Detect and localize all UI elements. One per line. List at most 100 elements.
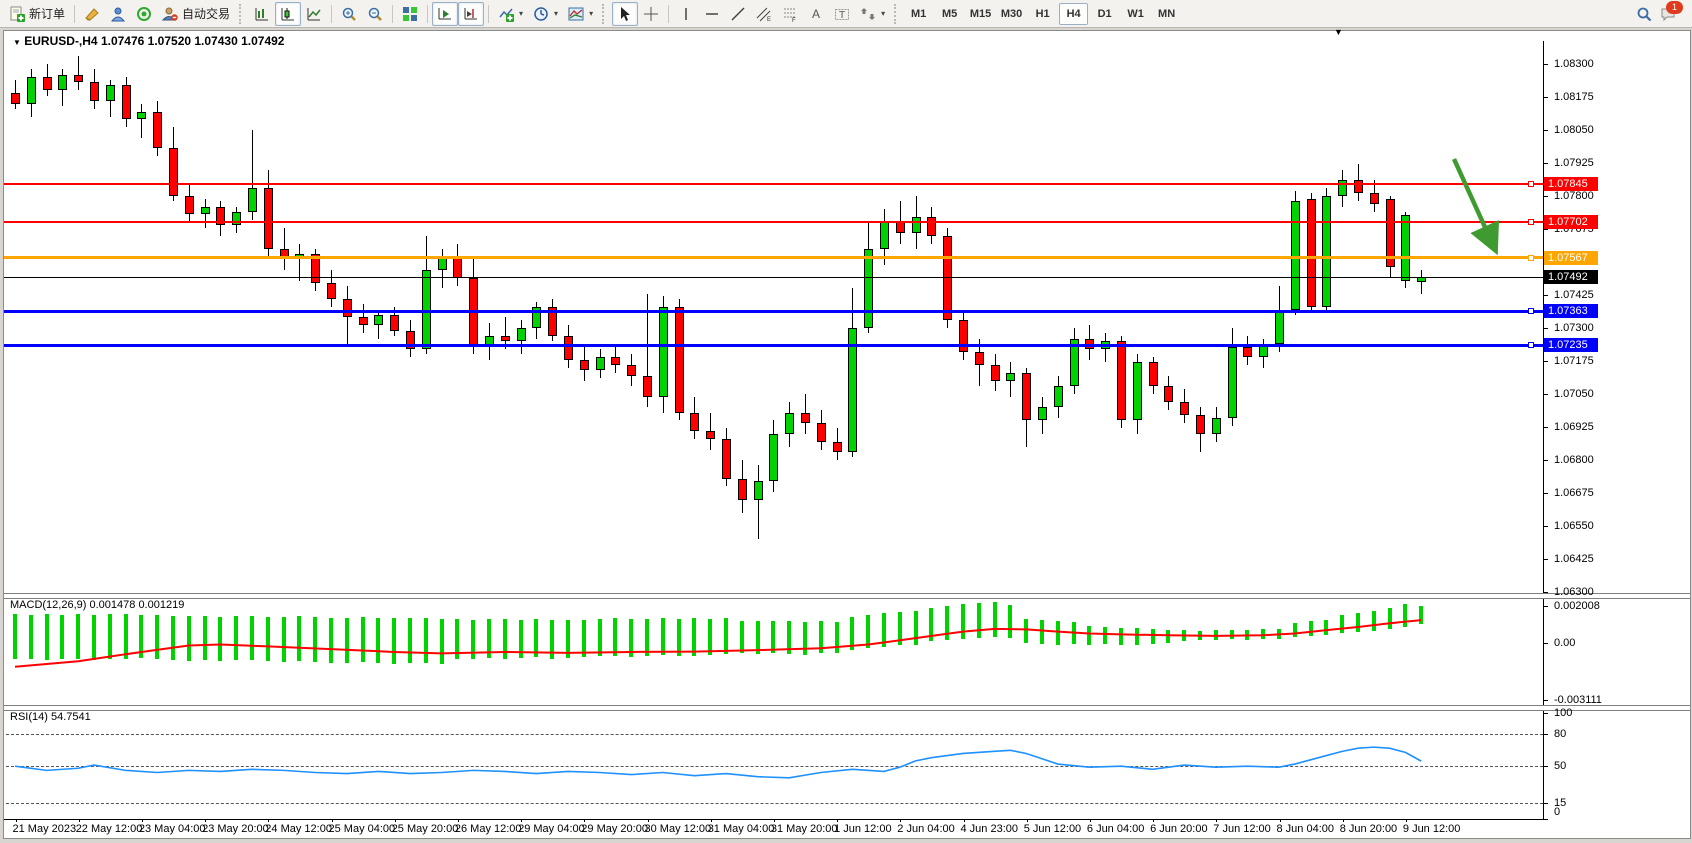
tf-d1-button[interactable]: D1 [1097, 7, 1112, 20]
macd-histogram-bar [629, 619, 634, 657]
candle [548, 306, 558, 336]
zoom-in-button[interactable] [336, 2, 362, 26]
horizontal-level-line[interactable] [4, 220, 1543, 223]
rsi-axis-label: 15 [1554, 797, 1567, 810]
trader-profile-button[interactable] [105, 2, 131, 26]
candle [58, 74, 68, 91]
tf-mn-button[interactable]: MN [1158, 7, 1176, 20]
macd-histogram-bar [171, 615, 175, 661]
chart-window[interactable]: ▼ EURUSD-,H4 1.07476 1.07520 1.07430 1.0… [3, 27, 1691, 839]
time-axis-tick [1216, 819, 1218, 822]
svg-text:A: A [812, 7, 820, 21]
text-button[interactable]: A [803, 2, 829, 26]
text-label-button[interactable]: T [829, 2, 855, 26]
horizontal-level-line[interactable] [4, 183, 1543, 186]
new-order-button[interactable]: 新订单 [4, 2, 70, 26]
line-chart-button[interactable] [301, 2, 327, 26]
price-line-tag[interactable]: 1.07845 [1544, 177, 1598, 192]
signal-button[interactable] [131, 2, 157, 26]
candle [911, 217, 921, 233]
price-line-tag[interactable]: 1.07492 [1544, 270, 1598, 285]
candlestick-chart-button[interactable] [275, 1, 302, 26]
candle-wick [1421, 269, 1423, 294]
bar-chart-button[interactable] [249, 2, 275, 26]
annotation-arrow[interactable] [1444, 149, 1524, 279]
templates-button[interactable]: ▾ [563, 2, 598, 26]
arrows-button[interactable]: ▾ [855, 2, 890, 26]
line-drag-handle[interactable] [1528, 308, 1534, 315]
candle [959, 320, 968, 352]
macd-histogram-bar [502, 619, 507, 659]
tf-w1-button[interactable]: W1 [1127, 7, 1144, 20]
community-chat-icon[interactable]: 1 [1660, 0, 1683, 22]
styler-button[interactable] [79, 2, 105, 26]
candle [1243, 346, 1253, 358]
horizontal-level-line[interactable] [4, 343, 1543, 347]
price-axis-label: 1.08175 [1554, 91, 1594, 103]
time-axis-label: 24 May 12:00 [265, 823, 332, 835]
horizontal-level-line[interactable] [4, 276, 1543, 278]
time-axis-label: 9 Jun 12:00 [1402, 823, 1461, 835]
auto-scroll-button[interactable] [432, 1, 459, 26]
tf-m15-button[interactable]: M15 [969, 7, 992, 20]
text-icon: A [808, 6, 824, 22]
price-line-tag[interactable]: 1.07235 [1544, 338, 1598, 353]
cursor-button[interactable] [612, 1, 639, 26]
fibonacci-button[interactable]: F [777, 2, 803, 26]
time-axis-label: 22 May 12:00 [75, 823, 143, 835]
tf-m5-button[interactable]: M5 [941, 7, 958, 20]
horizontal-line-button[interactable] [699, 2, 725, 26]
vertical-line-button[interactable] [673, 2, 699, 26]
trendline-button[interactable] [725, 2, 751, 26]
clock-icon [533, 6, 549, 22]
horizontal-level-line[interactable] [4, 309, 1543, 313]
new-order-label: 新订单 [29, 7, 66, 21]
line-drag-handle[interactable] [1528, 218, 1534, 225]
indicators-button[interactable]: ▾ [493, 2, 528, 26]
candle [1164, 386, 1174, 402]
line-drag-handle[interactable] [1528, 181, 1534, 188]
channel-button[interactable]: E [751, 2, 777, 26]
price-axis-label: 1.07800 [1554, 190, 1594, 203]
time-axis-tick [457, 819, 459, 822]
search-icon[interactable] [1636, 6, 1652, 22]
tf-h4-button[interactable]: H4 [1059, 2, 1089, 25]
line-drag-handle[interactable] [1528, 254, 1534, 261]
price-axis-label: 1.07425 [1554, 289, 1594, 302]
candle [1196, 415, 1205, 434]
candle [200, 206, 210, 215]
macd-histogram-bar [28, 614, 33, 659]
horizontal-level-line[interactable] [4, 256, 1543, 260]
pane-separator[interactable] [4, 593, 1690, 599]
tile-windows-button[interactable] [397, 2, 423, 26]
toolbar-separator [74, 4, 76, 23]
price-line-tag[interactable]: 1.07567 [1544, 250, 1598, 265]
macd-histogram-bar [534, 619, 539, 658]
candle [611, 357, 621, 365]
autotrade-button[interactable]: 自动交易 [157, 2, 235, 26]
line-drag-handle[interactable] [1528, 342, 1534, 349]
tf-m30-button[interactable]: M30 [1000, 7, 1023, 20]
vertical-line-icon [678, 6, 694, 22]
price-line-tag[interactable]: 1.07363 [1544, 304, 1598, 319]
macd-axis-tick [1543, 605, 1548, 607]
candle-wick [647, 293, 648, 408]
collapse-triangle-icon[interactable]: ▼ [13, 38, 21, 47]
template-icon [568, 6, 584, 22]
macd-axis-label: 0.002008 [1554, 599, 1600, 612]
zoom-out-button[interactable] [362, 2, 388, 26]
macd-axis-tick [1543, 642, 1548, 644]
timeframe-bar: M1 M5 M15 M30 H1 H4 D1 W1 MN [904, 2, 1181, 25]
candle [1275, 309, 1284, 344]
price-line-tag[interactable]: 1.07702 [1544, 214, 1598, 229]
pane-separator[interactable] [4, 705, 1690, 711]
tf-m1-button[interactable]: M1 [910, 7, 927, 20]
chart-shift-button[interactable] [458, 1, 485, 26]
macd-histogram-bar [961, 603, 965, 639]
macd-histogram-bar [1134, 628, 1139, 645]
tf-h1-button[interactable]: H1 [1035, 7, 1050, 20]
candle [1227, 346, 1237, 418]
crosshair-button[interactable] [638, 2, 664, 26]
candle [927, 217, 937, 236]
periods-button[interactable]: ▾ [528, 2, 563, 26]
